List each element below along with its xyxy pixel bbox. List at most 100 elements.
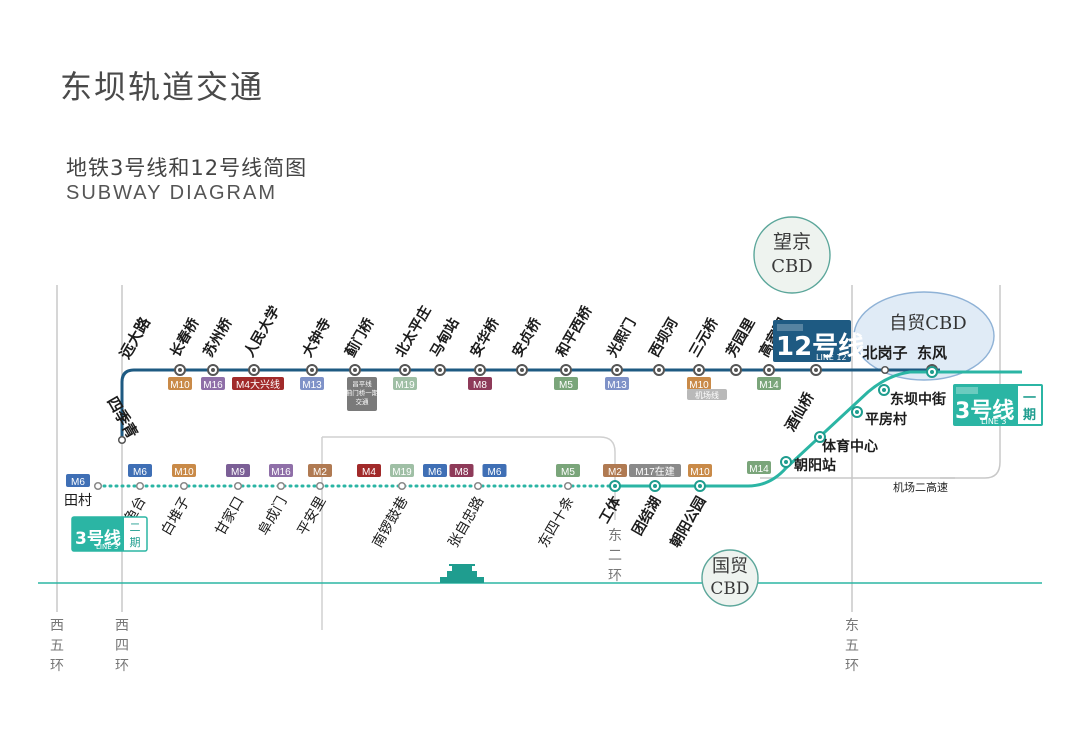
line12-note-sanyuanqiao: 机场线 <box>687 389 727 400</box>
ring-road-label-w4: 西四环 <box>115 618 129 674</box>
line3-transfer-5-0: M2 <box>308 464 332 478</box>
line3-station-label-7: 张自忠路 <box>446 494 488 550</box>
line3-transfer-7-0: M8 <box>449 464 474 478</box>
line3-station-node-8 <box>563 481 573 491</box>
line12-station-node-3 <box>207 364 219 376</box>
cbd-zimao: 自贸CBD <box>853 291 995 381</box>
line3-station-label-2: 白堆子 <box>159 494 194 538</box>
line12-transfer-11-0: M5 <box>554 377 578 391</box>
line12-transfer-16-0: M14 <box>757 377 781 391</box>
line12-station-label-13: 西坝河 <box>646 315 682 360</box>
cbd-guomao: 国贸 CBD <box>701 549 759 607</box>
line3-transfer-10-0: M17在建 <box>629 464 681 478</box>
svg-text:M10: M10 <box>174 467 194 478</box>
line3-station-node-5 <box>315 481 325 491</box>
line12-station-node-2 <box>174 364 186 376</box>
line3-station-node-10 <box>649 480 661 492</box>
line12-station-node-5 <box>306 364 318 376</box>
line3-station-node-11 <box>694 480 706 492</box>
line12-station-node-17 <box>810 364 822 376</box>
svg-text:M4: M4 <box>362 467 376 478</box>
svg-text:环: 环 <box>845 658 859 674</box>
line12-station-label-15: 芳园里 <box>723 315 759 360</box>
line3-station-label-15: 东坝中街 <box>890 391 946 408</box>
line3-station-label-11: 朝阳公园 <box>667 494 710 551</box>
svg-text:M13: M13 <box>302 380 322 391</box>
line12-transfer-9-0: M8 <box>468 377 492 391</box>
line3-left-badge-big: 3号线 <box>75 528 121 549</box>
line12-station-label-9: 安华桥 <box>467 314 503 360</box>
diagram-subtitle: 地铁3号线和12号线简图 <box>66 156 308 180</box>
line3-badge-small: LINE 3 <box>981 417 1007 426</box>
line3-transfer-0-0: M6 <box>66 474 90 488</box>
line12-station-node-16 <box>763 364 775 376</box>
line3-station-node-12 <box>780 456 792 468</box>
line12-transfer-4-0: M4大兴线 <box>232 377 284 391</box>
ring-road-label-e5: 东五环 <box>845 618 859 674</box>
line12-station-node-0 <box>117 435 127 445</box>
svg-text:蓟门桥一期: 蓟门桥一期 <box>346 388 379 397</box>
line3-station-node-0 <box>93 481 103 491</box>
svg-text:东: 东 <box>845 618 859 634</box>
line12-station-node-11 <box>560 364 572 376</box>
svg-text:机场线: 机场线 <box>695 390 719 400</box>
line3-transfer-6-2: M6 <box>423 464 447 478</box>
svg-text:西: 西 <box>50 618 64 634</box>
cbd-wangjing: 望京 CBD <box>753 216 831 294</box>
svg-text:环: 环 <box>608 568 622 584</box>
svg-text:东: 东 <box>608 528 622 544</box>
svg-text:西: 西 <box>115 618 129 634</box>
svg-text:五: 五 <box>50 638 64 654</box>
line12-station-label-4: 人民大学 <box>241 303 284 360</box>
svg-text:交通: 交通 <box>356 397 370 406</box>
svg-text:M6: M6 <box>428 467 442 478</box>
svg-text:M6: M6 <box>133 467 147 478</box>
tiananmen-icon <box>440 564 484 583</box>
line12-station-node-10 <box>516 364 528 376</box>
line12-transfer-14-0: M10 <box>687 377 711 391</box>
svg-text:M13: M13 <box>607 380 627 391</box>
line12-station-label-12: 光熙门 <box>603 315 639 361</box>
svg-text:四: 四 <box>115 638 129 654</box>
diagram-subtitle-en: SUBWAY DIAGRAM <box>66 182 277 204</box>
line3-station-label-5: 平安里 <box>295 494 330 538</box>
svg-text:M14: M14 <box>749 464 769 475</box>
svg-text:环: 环 <box>50 658 64 674</box>
line12-station-label-10: 安贞桥 <box>509 314 545 360</box>
svg-text:M16: M16 <box>271 467 291 478</box>
svg-text:M19: M19 <box>392 467 412 478</box>
line12-station-label-17: 酒仙桥 <box>782 389 818 435</box>
line12-station-label-8: 马甸站 <box>427 315 463 360</box>
svg-text:M8: M8 <box>473 380 487 391</box>
line3-station-node-7 <box>473 481 483 491</box>
line3-station-node-15 <box>878 384 890 396</box>
cbd-zimao-label: 自贸CBD <box>889 313 966 334</box>
svg-text:M6: M6 <box>71 477 85 488</box>
line3-station-label-0: 田村 <box>64 493 92 509</box>
svg-text:M5: M5 <box>559 380 573 391</box>
line12-transfer-7-0: M19 <box>393 377 417 391</box>
line3-transfer-6-0: M4 <box>357 464 381 478</box>
line12-transfer-12-0: M13 <box>605 377 629 391</box>
line3-station-node-13 <box>814 431 826 443</box>
line3-station-node-14 <box>851 406 863 418</box>
line3-left-badge-phase-1: 二 <box>130 521 141 534</box>
line3-station-node-4 <box>276 481 286 491</box>
line3-station-node-6 <box>397 481 407 491</box>
line-3-phase1-track <box>615 370 1022 488</box>
svg-text:M19: M19 <box>395 380 415 391</box>
line12-station-label-19: 东风 <box>917 344 947 362</box>
line3-badge-phase-2: 期 <box>1023 408 1036 423</box>
svg-text:M10: M10 <box>690 467 710 478</box>
line12-station-label-3: 苏州桥 <box>200 314 236 360</box>
svg-text:M10: M10 <box>170 380 190 391</box>
line12-station-label-18: 北岗子 <box>862 344 907 362</box>
line3-station-node-9 <box>609 480 621 492</box>
line3-transfer-9-0: M2 <box>603 464 627 478</box>
line3-station-node-16 <box>926 366 938 378</box>
line12-transfer-3-0: M16 <box>201 377 225 391</box>
